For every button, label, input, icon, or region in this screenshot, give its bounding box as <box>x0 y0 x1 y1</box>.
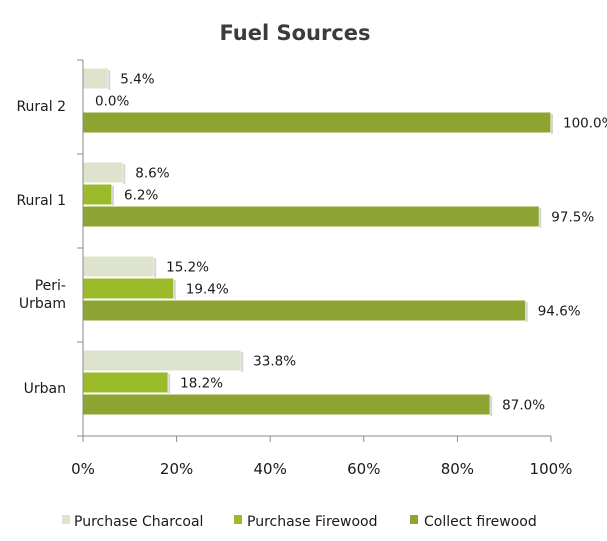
bar-purchase-charcoal-peri-urbam <box>82 255 155 278</box>
bar-purchase-firewood-peri-urbam <box>82 277 175 300</box>
legend-swatch <box>234 515 242 524</box>
legend-swatch <box>62 515 70 524</box>
data-label: 18.2% <box>180 376 223 392</box>
category-label: Rural 2 <box>16 99 66 115</box>
bar-collect-firewood-rural-2 <box>82 111 552 134</box>
data-label: 8.6% <box>135 166 169 182</box>
chart-title: Fuel Sources <box>219 21 370 45</box>
x-tick-label: 60% <box>347 460 380 478</box>
bar-purchase-firewood-rural-1 <box>82 183 113 206</box>
data-label: 87.0% <box>502 398 545 414</box>
data-label: 19.4% <box>186 282 229 298</box>
legend-label: Purchase Charcoal <box>74 514 203 530</box>
bar-purchase-firewood-urban <box>82 371 169 394</box>
bar-purchase-charcoal-rural-2 <box>82 67 109 90</box>
bar-shadow <box>108 70 111 90</box>
data-label: 94.6% <box>538 304 581 320</box>
legend-swatch <box>410 515 418 524</box>
category-label: Urban <box>24 381 66 397</box>
bar-shadow <box>168 374 171 394</box>
x-tick-label: 20% <box>160 460 193 478</box>
data-label: 15.2% <box>166 260 209 276</box>
data-label: 0.0% <box>95 94 129 110</box>
legend-label: Purchase Firewood <box>247 514 377 530</box>
data-label: 97.5% <box>551 210 594 226</box>
bar-shadow <box>539 208 542 228</box>
data-label: 6.2% <box>124 188 158 204</box>
bar-shadow <box>154 258 157 278</box>
bar-shadow <box>490 396 493 416</box>
x-tick-label: 80% <box>441 460 474 478</box>
data-label: 5.4% <box>120 72 154 88</box>
plot-area: 5.4% 0.0% 100.0% 8.6% 6.2% 97.5% 15.2% 19.4% 94.… <box>82 67 607 416</box>
bar-collect-firewood-peri-urbam <box>82 299 527 322</box>
bar-purchase-charcoal-rural-1 <box>82 161 124 184</box>
bar-shadow <box>551 114 553 134</box>
axes: Rural 2 Rural 1 Peri- Urbam Urban 0% 20% 40% 60%… <box>16 59 573 478</box>
x-tick-label: 100% <box>530 460 573 478</box>
x-tick-label: 0% <box>71 460 95 478</box>
bar-purchase-charcoal-urban <box>82 349 242 372</box>
bar-collect-firewood-rural-1 <box>82 205 540 228</box>
bar-shadow <box>525 302 528 322</box>
bar-shadow <box>241 352 244 372</box>
category-label: Peri- <box>35 278 66 294</box>
bar-collect-firewood-urban <box>82 393 491 416</box>
bar-shadow <box>112 186 115 206</box>
legend: Purchase Charcoal Purchase Firewood Collec… <box>62 514 537 530</box>
legend-label: Collect firewood <box>424 514 537 530</box>
bar-shadow <box>173 280 176 300</box>
x-tick-label: 40% <box>254 460 287 478</box>
bar-shadow <box>123 164 126 184</box>
category-label: Rural 1 <box>16 193 66 209</box>
data-label: 33.8% <box>253 354 296 370</box>
data-label: 100.0% <box>563 116 607 132</box>
category-label: Urbam <box>19 296 66 312</box>
